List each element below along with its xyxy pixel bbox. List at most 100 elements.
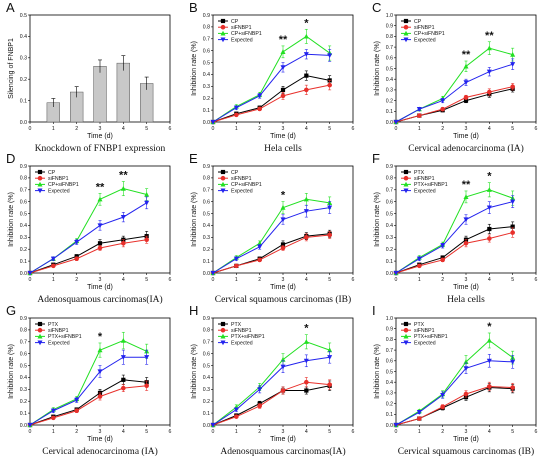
y-tick-label: 0.4 — [386, 77, 393, 83]
data-point — [27, 422, 33, 428]
x-axis-label: Time (d) — [270, 133, 296, 140]
y-tick-label: 0.3 — [203, 84, 210, 90]
y-axis-label: Silencing of FNBP1 — [8, 38, 15, 99]
data-point — [417, 113, 422, 118]
panel-label: F — [372, 151, 380, 166]
legend-label: Expected — [48, 340, 70, 346]
data-point — [463, 63, 469, 69]
significance-marker: * — [487, 171, 492, 183]
y-tick-label: 0.0 — [20, 423, 27, 429]
legend-label: Expected — [414, 188, 436, 194]
y-tick-label: 0.0 — [20, 271, 27, 277]
data-point — [280, 93, 286, 99]
y-tick-label: 0.9 — [386, 327, 393, 333]
y-tick-label: 0.9 — [20, 316, 27, 322]
data-point — [304, 379, 309, 385]
y-axis-label: Inhibition rate (%) — [374, 41, 381, 96]
series-line — [29, 202, 147, 274]
y-tick-label: 0.8 — [386, 337, 393, 343]
y-tick-label: 0.7 — [20, 340, 27, 346]
data-point — [144, 191, 150, 197]
x-tick-label: 6 — [352, 126, 355, 132]
series-expected — [27, 196, 150, 276]
x-axis-label: Time (d) — [453, 133, 479, 140]
significance-marker: ** — [485, 30, 494, 42]
data-point — [257, 403, 262, 409]
legend-label: CP — [414, 19, 422, 25]
data-point — [303, 196, 309, 202]
series-expected — [210, 350, 333, 428]
x-tick-label: 3 — [465, 429, 468, 435]
data-point — [393, 270, 399, 276]
y-tick-label: 0.8 — [20, 328, 27, 334]
data-point — [120, 215, 126, 220]
legend-marker — [220, 327, 226, 333]
legend-marker — [403, 175, 409, 181]
legend-marker — [220, 188, 226, 194]
series-line — [212, 356, 330, 426]
y-tick-label: 0.7 — [386, 348, 393, 354]
data-point — [486, 45, 492, 51]
data-point — [304, 73, 309, 78]
data-point — [487, 226, 492, 232]
legend-label: siFNBP1 — [48, 328, 69, 334]
x-tick-label: 6 — [169, 277, 172, 283]
y-tick-label: 0.4 — [386, 223, 393, 229]
significance-marker: * — [487, 321, 492, 333]
x-tick-label: 1 — [418, 429, 421, 435]
x-tick-label: 1 — [235, 126, 238, 132]
legend-label: CP — [48, 170, 56, 176]
x-tick-label: 6 — [169, 429, 172, 435]
legend-marker — [220, 18, 226, 24]
x-tick-label: 1 — [418, 126, 421, 132]
y-tick-label: 0.5 — [386, 66, 393, 72]
x-tick-label: 1 — [52, 126, 55, 132]
data-point — [50, 256, 56, 262]
series-line — [29, 385, 147, 426]
legend-marker — [403, 24, 409, 30]
series-cp-sifnbp1 — [393, 41, 516, 125]
y-tick-label: 0.8 — [20, 176, 27, 182]
series-ptx-sifnbp1 — [210, 334, 333, 428]
data-point — [120, 185, 126, 191]
y-tick-label: 0.6 — [386, 56, 393, 62]
panel-e: E 0 1 2 3 4 5 6 0.0 0.1 0.2 0.3 0.4 0.5 0.6 0.7 0.8 0.9 Ti… — [189, 151, 355, 305]
legend-label: siFNBP1 — [414, 25, 435, 31]
panel-b: B 0 1 2 3 4 5 6 0.0 0.1 0.2 0.3 0.4 0.5 0.6 0.7 0.8 0.9 Ti… — [189, 0, 355, 154]
x-tick-label: 0 — [212, 429, 215, 435]
series-sifnbp1 — [210, 80, 332, 125]
y-tick-label: 0.9 — [20, 164, 27, 170]
panel-d: D 0 1 2 3 4 5 6 0.0 0.1 0.2 0.3 0.4 0.5 0.6 0.7 0.8 0.9 Ti… — [6, 151, 172, 305]
series-ptx — [393, 221, 515, 276]
legend-label: Expected — [231, 188, 253, 194]
y-tick-label: 0.7 — [386, 45, 393, 51]
x-tick-label: 6 — [352, 277, 355, 283]
data-point — [510, 199, 516, 205]
x-tick-label: 3 — [282, 429, 285, 435]
panel-caption: Hela cells — [447, 295, 485, 305]
data-point — [74, 408, 79, 414]
legend-label: PTX+siFNBP1 — [48, 334, 82, 340]
series-line — [212, 198, 330, 274]
y-tick-label: 0.3 — [386, 391, 393, 397]
data-point — [486, 69, 492, 75]
y-tick-label: 0.1 — [386, 412, 393, 418]
data-point — [486, 187, 492, 192]
panel-label: C — [372, 0, 381, 15]
data-point — [440, 392, 446, 398]
y-tick-label: 0.8 — [203, 176, 210, 182]
data-point — [463, 366, 469, 371]
series-line — [395, 385, 513, 426]
data-point — [486, 337, 492, 343]
series-line — [395, 86, 513, 123]
series-expected — [210, 201, 333, 276]
x-tick-label: 4 — [305, 429, 308, 435]
panel-a: A 0 1 2 3 4 5 6 0.0 0.1 0.2 0.3 0.4 0.5 Time (d) Silenc… — [6, 0, 172, 154]
series-line — [395, 232, 513, 274]
legend-marker — [37, 327, 43, 333]
series-line — [29, 379, 147, 426]
y-tick-label: 0.2 — [386, 98, 393, 104]
data-point — [463, 194, 469, 200]
